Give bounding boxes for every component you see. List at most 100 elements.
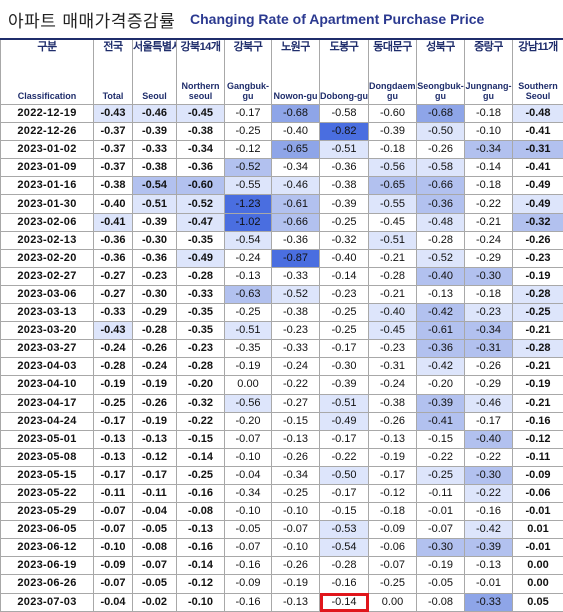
value-cell: -0.11: [132, 483, 177, 504]
value-cell: -0.17: [319, 483, 369, 504]
value-cell: -0.13: [271, 429, 320, 449]
value-cell: -0.56: [224, 393, 272, 413]
column-header-classification: 구분 Classification: [0, 38, 94, 105]
value-cell: -0.66: [416, 176, 465, 196]
value-cell: -0.17: [93, 465, 133, 485]
value-cell: -0.35: [176, 303, 225, 323]
value-cell: -0.14: [319, 266, 369, 286]
value-cell: -0.51: [319, 140, 369, 160]
value-cell: -0.38: [132, 158, 177, 178]
row-date: 2023-04-03: [0, 357, 94, 377]
value-cell: 0.05: [512, 592, 563, 612]
value-cell: -0.50: [416, 122, 465, 142]
column-header-en: Nowon-gu: [273, 91, 318, 101]
value-cell: -0.11: [416, 483, 465, 504]
value-cell: -0.19: [512, 375, 563, 395]
value-cell: -0.49: [319, 411, 369, 431]
value-cell: -0.23: [464, 303, 513, 323]
value-cell: -0.32: [512, 212, 563, 232]
value-cell: -0.23: [512, 248, 563, 268]
table-row: 2023-05-01 -0.13 -0.13 -0.15 -0.07 -0.13 -0.17…: [0, 429, 563, 449]
value-cell: -0.65: [368, 176, 417, 196]
value-cell: -0.10: [271, 502, 320, 522]
value-cell: -0.35: [176, 321, 225, 341]
value-cell: -0.36: [176, 158, 225, 178]
value-cell: -0.19: [132, 411, 177, 431]
value-cell: -0.50: [319, 465, 369, 485]
table-row: 2023-03-06 -0.27 -0.30 -0.33 -0.63 -0.52 -0.23…: [0, 284, 563, 305]
value-cell: -0.34: [176, 140, 225, 160]
value-cell: -0.17: [224, 103, 272, 124]
row-date: 2023-05-22: [0, 483, 94, 504]
row-date: 2023-03-13: [0, 303, 94, 323]
value-cell: -0.19: [512, 266, 563, 286]
value-cell: -0.41: [512, 158, 563, 178]
column-header-ko: 노원구: [281, 41, 310, 53]
value-cell: -0.07: [368, 556, 417, 576]
value-cell: -0.10: [271, 538, 320, 558]
value-cell: 0.00: [368, 592, 417, 612]
value-cell: -0.07: [93, 520, 133, 540]
row-date: 2022-12-19: [0, 103, 94, 124]
value-cell: -0.05: [132, 520, 177, 540]
value-cell: -0.26: [271, 556, 320, 576]
value-cell: -0.07: [224, 429, 272, 449]
table-row: 2023-05-08 -0.13 -0.12 -0.14 -0.10 -0.26 -0.22…: [0, 447, 563, 467]
column-header-en: Southern Seoul: [518, 81, 558, 101]
header-row: 구분 Classification 전국 Total 서울특별시 Seoul 강북14개 No…: [0, 38, 563, 105]
value-cell: -0.21: [512, 393, 563, 413]
value-cell: -0.13: [368, 429, 417, 449]
value-cell: -0.27: [93, 266, 133, 286]
value-cell: -0.13: [132, 429, 177, 449]
column-header-en: Dobong-gu: [320, 91, 368, 101]
value-cell: -0.32: [319, 230, 369, 250]
value-cell: -0.19: [368, 447, 417, 467]
row-date: 2023-02-20: [0, 248, 94, 268]
value-cell: -0.28: [176, 357, 225, 377]
value-cell: -0.18: [368, 502, 417, 522]
title-bar: 아파트 매매가격증감률 Changing Rate of Apartment P…: [0, 4, 563, 34]
value-cell: -0.18: [464, 284, 513, 305]
column-header-col8: 성북구 Seongbuk-gu: [416, 38, 465, 105]
value-cell: -0.07: [271, 520, 320, 540]
value-cell: -0.51: [224, 321, 272, 341]
value-cell: -0.12: [176, 574, 225, 594]
table-row: 2023-01-02 -0.37 -0.33 -0.34 -0.12 -0.65 -0.51…: [0, 140, 563, 160]
table-row: 2023-04-03 -0.28 -0.24 -0.28 -0.19 -0.24 -0.30…: [0, 357, 563, 377]
value-cell: -0.15: [271, 411, 320, 431]
value-cell: -0.39: [132, 212, 177, 232]
value-cell: -0.26: [271, 447, 320, 467]
title-korean: 아파트 매매가격증감률: [8, 12, 176, 32]
value-cell: -0.20: [416, 375, 465, 395]
column-header-ko: 동대문구: [373, 41, 412, 53]
column-header-ko: 서울특별시: [133, 41, 177, 53]
value-cell: -1.23: [224, 194, 272, 214]
value-cell: -0.19: [132, 375, 177, 395]
column-header-col10: 강남11개 Southern Seoul: [512, 38, 563, 105]
column-header-col6: 도봉구 Dobong-gu: [319, 38, 369, 105]
value-cell: -0.22: [416, 447, 465, 467]
value-cell: -0.10: [464, 122, 513, 142]
value-cell: -0.35: [224, 339, 272, 359]
value-cell: -0.21: [512, 357, 563, 377]
value-cell: -0.28: [176, 266, 225, 286]
value-cell: -0.24: [464, 230, 513, 250]
value-cell: -0.39: [368, 122, 417, 142]
value-cell: -0.38: [93, 176, 133, 196]
value-cell: -0.05: [224, 520, 272, 540]
table-row: 2023-05-15 -0.17 -0.17 -0.25 -0.04 -0.34 -0.50…: [0, 465, 563, 485]
value-cell: -0.40: [464, 429, 513, 449]
value-cell: -0.04: [224, 465, 272, 485]
value-cell: -0.49: [176, 248, 225, 268]
value-cell: -0.19: [93, 375, 133, 395]
value-cell: -0.22: [271, 375, 320, 395]
value-cell: -0.19: [271, 574, 320, 594]
row-date: 2023-01-30: [0, 194, 94, 214]
column-header-en: Northern seoul: [181, 81, 220, 101]
value-cell: -0.18: [368, 140, 417, 160]
value-cell: -0.30: [132, 230, 177, 250]
value-cell: -0.16: [512, 411, 563, 431]
value-cell: -0.27: [93, 284, 133, 305]
value-cell: -0.26: [132, 339, 177, 359]
table-row: 2023-04-10 -0.19 -0.19 -0.20 0.00 -0.22 -0.39-…: [0, 375, 563, 395]
